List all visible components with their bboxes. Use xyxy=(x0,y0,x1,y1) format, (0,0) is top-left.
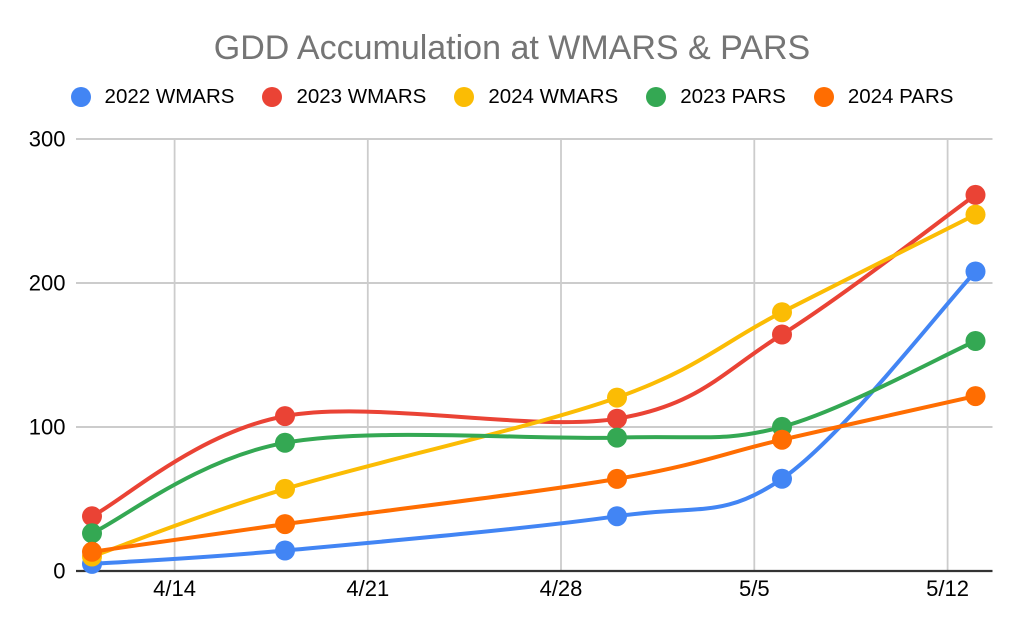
svg-text:4/14: 4/14 xyxy=(153,576,196,601)
svg-text:5/5: 5/5 xyxy=(739,576,770,601)
svg-text:5/12: 5/12 xyxy=(926,576,969,601)
svg-text:4/28: 4/28 xyxy=(540,576,583,601)
svg-text:200: 200 xyxy=(29,271,66,296)
svg-text:0: 0 xyxy=(53,559,65,584)
svg-text:100: 100 xyxy=(29,415,66,440)
svg-text:300: 300 xyxy=(29,127,66,152)
svg-text:4/21: 4/21 xyxy=(346,576,389,601)
